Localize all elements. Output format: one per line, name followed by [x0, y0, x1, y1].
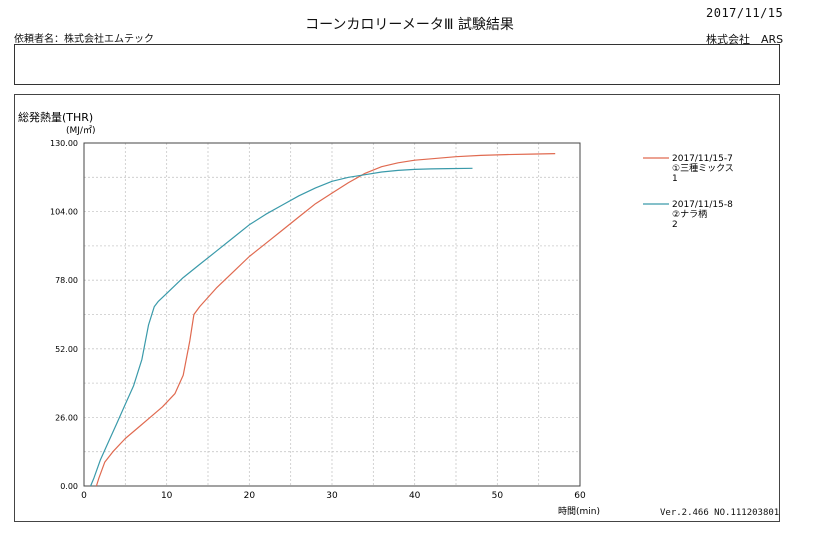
series-layer [90, 153, 556, 487]
version-number: Ver.2.466 NO.111203801 [660, 508, 780, 518]
legend-label-1: 2017/11/15-7 [672, 154, 733, 164]
report-title: コーンカロリーメータⅢ 試験結果 [305, 17, 514, 33]
x-tick-label: 10 [161, 491, 173, 501]
y-tick-label: 78.00 [55, 276, 78, 285]
grid [84, 143, 580, 486]
legend-label-1: ①三種ミックス [672, 163, 734, 174]
chart-title: 総発熱量(THR) [18, 110, 93, 124]
x-tick-label: 30 [326, 491, 338, 501]
report-date: 2017/11/15 [706, 6, 784, 20]
y-axis-label: (MJ/㎡) [66, 125, 95, 136]
legend-label-2: ②ナラ柄 [672, 208, 707, 220]
y-tick-label: 26.00 [55, 413, 78, 422]
x-axis-label: 時間(min) [558, 506, 600, 517]
x-tick-label: 50 [492, 491, 504, 501]
plot-area [83, 142, 581, 487]
y-tick-label: 0.00 [60, 482, 78, 491]
tick-labels: 0 10 20 30 40 50 60 0.00 26.00 52.00 78.00 104.00 13… [50, 139, 586, 501]
legend-label-1: 1 [672, 174, 678, 184]
y-tick-label: 104.00 [50, 208, 78, 217]
company-name: 株式会社 ARS [706, 33, 784, 46]
x-tick-label: 40 [409, 491, 421, 501]
x-tick-label: 0 [81, 491, 87, 501]
x-tick-label: 60 [574, 491, 586, 501]
chart-frame [14, 94, 780, 522]
series-line-1 [95, 153, 556, 487]
y-tick-label: 52.00 [55, 345, 78, 354]
client-name: 依頼者名：株式会社エムテック [14, 34, 154, 45]
legend-label-2: 2017/11/15-8 [672, 200, 733, 210]
series-line-2 [90, 167, 473, 487]
x-tick-label: 20 [244, 491, 256, 501]
remarks-box [14, 44, 780, 85]
y-tick-label: 130.00 [50, 139, 78, 148]
legend-label-2: 2 [672, 220, 678, 230]
